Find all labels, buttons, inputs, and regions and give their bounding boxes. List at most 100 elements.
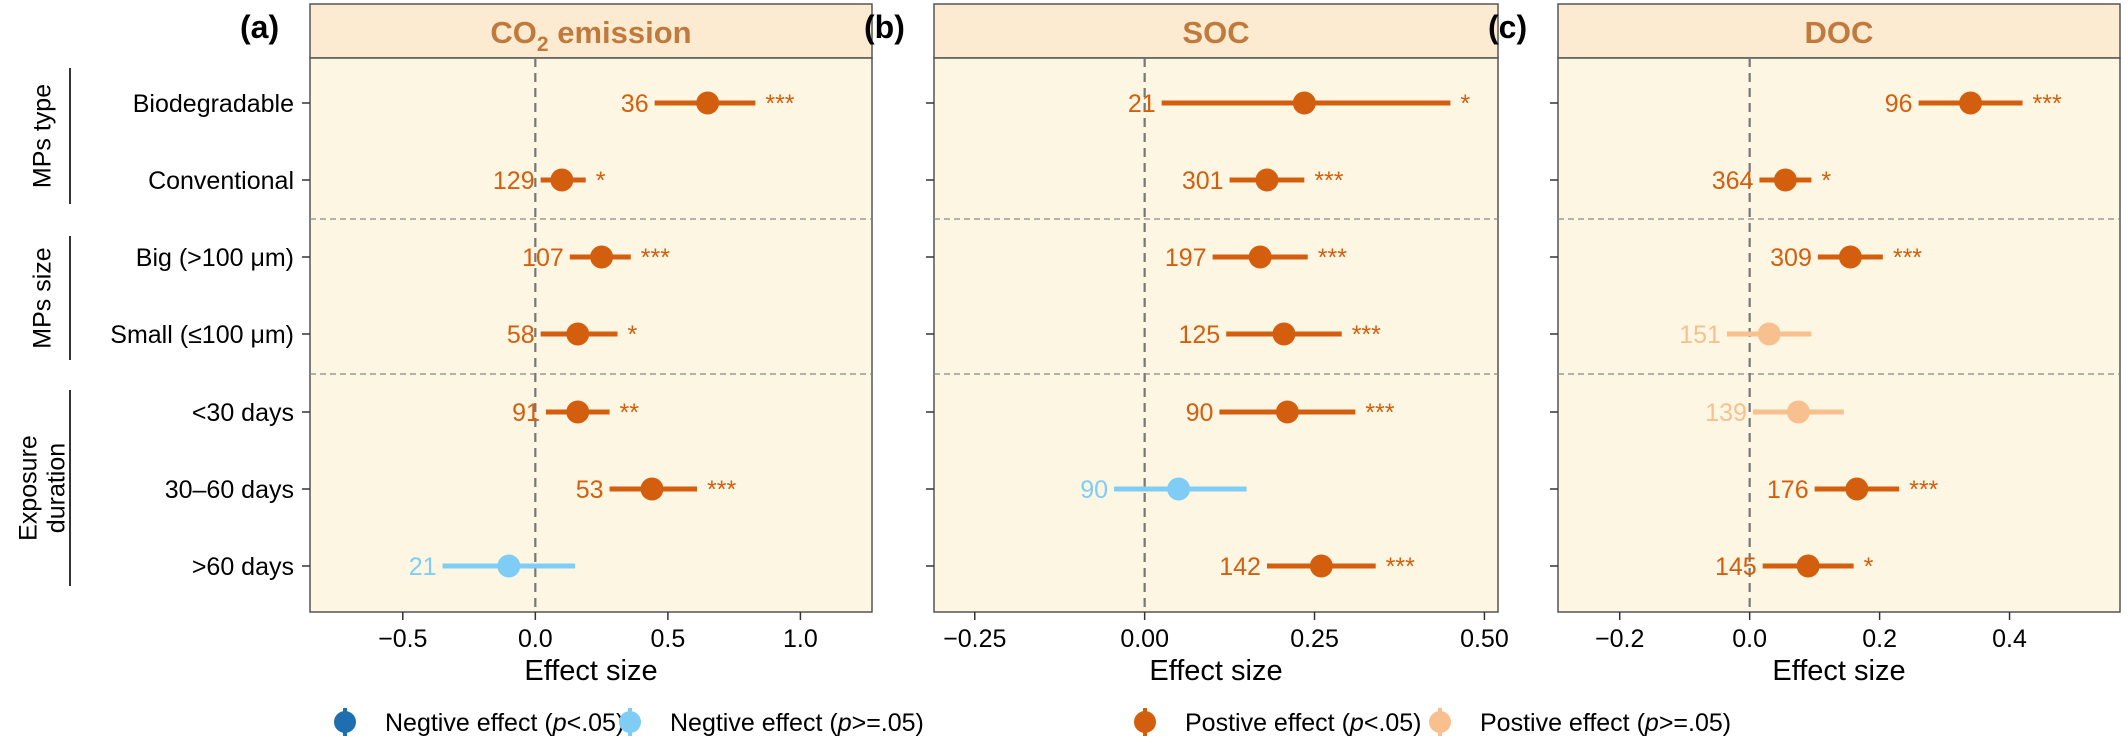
group-label: MPs type — [29, 84, 57, 188]
legend-label-post: >=.05) — [852, 709, 924, 737]
sample-size-label: 90 — [1080, 476, 1108, 504]
row-label: Biodegradable — [133, 90, 294, 118]
sample-size-label: 21 — [409, 553, 437, 581]
effect-point — [1773, 168, 1797, 192]
sample-size-label: 129 — [493, 167, 535, 195]
panel-title-rest: emission — [549, 15, 692, 50]
group-label: MPs size — [29, 247, 57, 348]
sample-size-label: 139 — [1705, 399, 1747, 427]
legend-label: Negtive effect (p>=.05) — [670, 709, 924, 737]
effect-point — [1845, 477, 1869, 501]
x-tick-label: 0.2 — [1862, 625, 1897, 653]
sample-size-label: 142 — [1219, 553, 1261, 581]
sample-size-label: 125 — [1178, 321, 1220, 349]
legend-label: Postive effect (p>=.05) — [1480, 709, 1731, 737]
x-tick-label: 0.0 — [518, 625, 553, 653]
legend-item: Postive effect (p<.05) — [1134, 708, 1422, 737]
panel-title: CO2 emission — [490, 15, 691, 56]
sample-size-label: 107 — [522, 244, 564, 272]
x-tick-label: 0.50 — [1460, 625, 1509, 653]
row-label: >60 days — [192, 553, 294, 581]
legend-label-pre: Postive effect ( — [1480, 709, 1646, 737]
sample-size-label: 301 — [1182, 167, 1224, 195]
legend-marker — [334, 711, 356, 733]
panel-title-main: CO — [490, 15, 537, 50]
significance-label: *** — [1318, 244, 1347, 272]
significance-label: *** — [765, 90, 794, 118]
significance-label: *** — [1893, 244, 1922, 272]
row-label: Small (≤100 μm) — [110, 321, 294, 349]
effect-point — [1309, 554, 1333, 578]
effect-point — [590, 245, 614, 269]
legend-item: Negtive effect (p<.05) — [334, 708, 624, 737]
legend-label-post: <.05) — [567, 709, 625, 737]
significance-label: *** — [641, 244, 670, 272]
effect-point — [1248, 245, 1272, 269]
legend-item: Negtive effect (p>=.05) — [619, 708, 924, 737]
effect-point — [1796, 554, 1820, 578]
significance-label: * — [1460, 90, 1470, 118]
x-tick-label: 0.25 — [1290, 625, 1339, 653]
x-axis-label: Effect size — [524, 655, 657, 687]
effect-point — [1167, 477, 1191, 501]
legend-label-post: >=.05) — [1659, 709, 1731, 737]
panel-letter: (b) — [864, 9, 905, 45]
significance-label: *** — [1314, 167, 1343, 195]
legend-label: Negtive effect (p<.05) — [385, 709, 624, 737]
significance-label: *** — [1365, 399, 1394, 427]
legend-item: Postive effect (p>=.05) — [1429, 708, 1731, 737]
panel-letter: (a) — [240, 9, 279, 45]
legend-label-p: p — [1644, 709, 1659, 737]
legend-label-p: p — [552, 709, 567, 737]
strip-header — [1557, 3, 2121, 59]
effect-point — [1838, 245, 1862, 269]
effect-point — [1255, 168, 1279, 192]
significance-label: * — [1821, 167, 1831, 195]
sample-size-label: 364 — [1712, 167, 1754, 195]
sample-size-label: 176 — [1767, 476, 1809, 504]
sample-size-label: 21 — [1128, 90, 1156, 118]
effect-point — [1275, 400, 1299, 424]
effect-point — [550, 168, 574, 192]
legend-marker — [1429, 711, 1451, 733]
significance-label: *** — [1386, 553, 1415, 581]
sample-size-label: 96 — [1885, 90, 1913, 118]
panel-2: (b) SOC −0.25 0.00 0.25 0.50 Effect size 21 * 301… — [864, 3, 1509, 687]
row-label: <30 days — [192, 399, 294, 427]
sample-size-label: 58 — [507, 321, 535, 349]
effect-point — [696, 91, 720, 115]
legend-label-post: <.05) — [1364, 709, 1422, 737]
plot-area — [1557, 57, 2121, 613]
significance-label: * — [628, 321, 638, 349]
sample-size-label: 309 — [1770, 244, 1812, 272]
effect-point — [566, 400, 590, 424]
legend-marker — [1134, 711, 1156, 733]
effect-point — [566, 322, 590, 346]
significance-label: * — [596, 167, 606, 195]
sample-size-label: 90 — [1186, 399, 1214, 427]
panel-3: (c) DOC −0.2 0.0 0.2 0.4 Effect size 96 *** 364 * 3… — [1488, 3, 2121, 687]
legend-label-pre: Negtive effect ( — [385, 709, 553, 737]
panel-1: (a) CO2 emission −0.5 0.0 0.5 1.0 Effect size 3… — [240, 3, 873, 687]
group-label: Exposure — [15, 435, 43, 541]
panel-title-main: DOC — [1805, 15, 1874, 50]
x-tick-label: 0.0 — [1732, 625, 1767, 653]
effect-point — [1292, 91, 1316, 115]
legend-marker — [619, 711, 641, 733]
row-label: Conventional — [148, 167, 294, 195]
significance-label: ** — [620, 399, 640, 427]
legend-label-pre: Postive effect ( — [1185, 709, 1351, 737]
group-label: duration — [43, 443, 71, 533]
x-tick-label: −0.2 — [1595, 625, 1644, 653]
row-label: Big (>100 μm) — [136, 244, 294, 272]
legend-label: Postive effect (p<.05) — [1185, 709, 1422, 737]
legend-label-p: p — [837, 709, 852, 737]
panel-letter: (c) — [1488, 9, 1527, 45]
sample-size-label: 151 — [1679, 321, 1721, 349]
sample-size-label: 91 — [512, 399, 540, 427]
strip-header — [309, 3, 873, 59]
x-tick-label: 1.0 — [783, 625, 818, 653]
effect-point — [1959, 91, 1983, 115]
plot-area — [933, 57, 1499, 613]
